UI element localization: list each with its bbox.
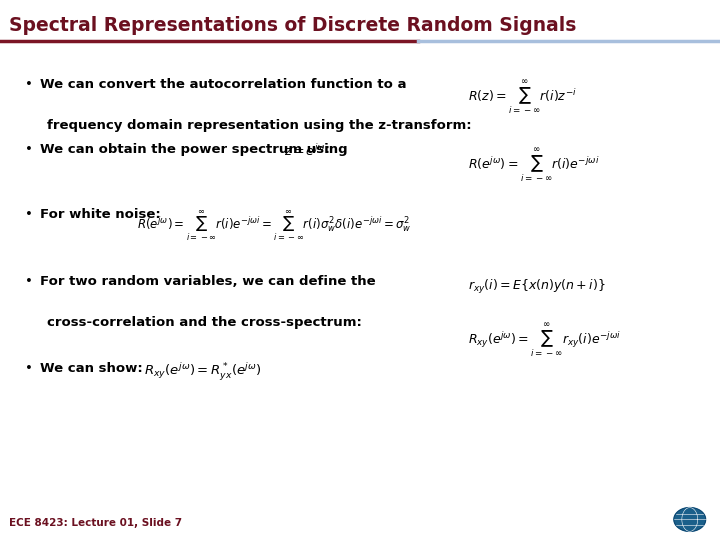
Text: $R(e^{j\omega}) = \sum_{i=-\infty}^{\infty} r(i)e^{-j\omega i} = \sum_{i=-\infty: $R(e^{j\omega}) = \sum_{i=-\infty}^{\inf… bbox=[137, 208, 411, 242]
Text: We can obtain the power spectrum using: We can obtain the power spectrum using bbox=[40, 143, 352, 156]
Text: $z = e^{j\omega}$: $z = e^{j\omega}$ bbox=[284, 143, 326, 159]
Text: cross-correlation and the cross-spectrum:: cross-correlation and the cross-spectrum… bbox=[47, 316, 361, 329]
Text: For two random variables, we can define the: For two random variables, we can define … bbox=[40, 275, 375, 288]
Text: For white noise:: For white noise: bbox=[40, 208, 161, 221]
Text: We can show:: We can show: bbox=[40, 362, 152, 375]
Text: $R(e^{j\omega}) = \sum_{i=-\infty}^{\infty} r(i)e^{-j\omega i}$: $R(e^{j\omega}) = \sum_{i=-\infty}^{\inf… bbox=[468, 146, 600, 184]
Text: frequency domain representation using the z-transform:: frequency domain representation using th… bbox=[47, 119, 472, 132]
Polygon shape bbox=[674, 508, 706, 531]
Text: $R_{xy}(e^{j\omega}) = \sum_{i=-\infty}^{\infty} r_{xy}(i)e^{-j\omega i}$: $R_{xy}(e^{j\omega}) = \sum_{i=-\infty}^… bbox=[468, 321, 621, 359]
Text: :: : bbox=[320, 143, 330, 156]
Text: $R_{xy}(e^{j\omega}) = R_{yx}^*(e^{j\omega})$: $R_{xy}(e^{j\omega}) = R_{yx}^*(e^{j\ome… bbox=[144, 362, 261, 383]
Text: ECE 8423: Lecture 01, Slide 7: ECE 8423: Lecture 01, Slide 7 bbox=[9, 518, 181, 528]
Text: •: • bbox=[25, 78, 33, 91]
Text: •: • bbox=[25, 143, 33, 156]
Text: We can convert the autocorrelation function to a: We can convert the autocorrelation funct… bbox=[40, 78, 406, 91]
Text: Spectral Representations of Discrete Random Signals: Spectral Representations of Discrete Ran… bbox=[9, 16, 576, 36]
Text: $R(z) = \sum_{i=-\infty}^{\infty} r(i)z^{-i}$: $R(z) = \sum_{i=-\infty}^{\infty} r(i)z^… bbox=[468, 78, 577, 116]
Text: •: • bbox=[25, 208, 33, 221]
Text: $r_{xy}(i) = E\{x(n)y(n+i)\}$: $r_{xy}(i) = E\{x(n)y(n+i)\}$ bbox=[468, 278, 606, 296]
Text: •: • bbox=[25, 275, 33, 288]
Text: •: • bbox=[25, 362, 33, 375]
